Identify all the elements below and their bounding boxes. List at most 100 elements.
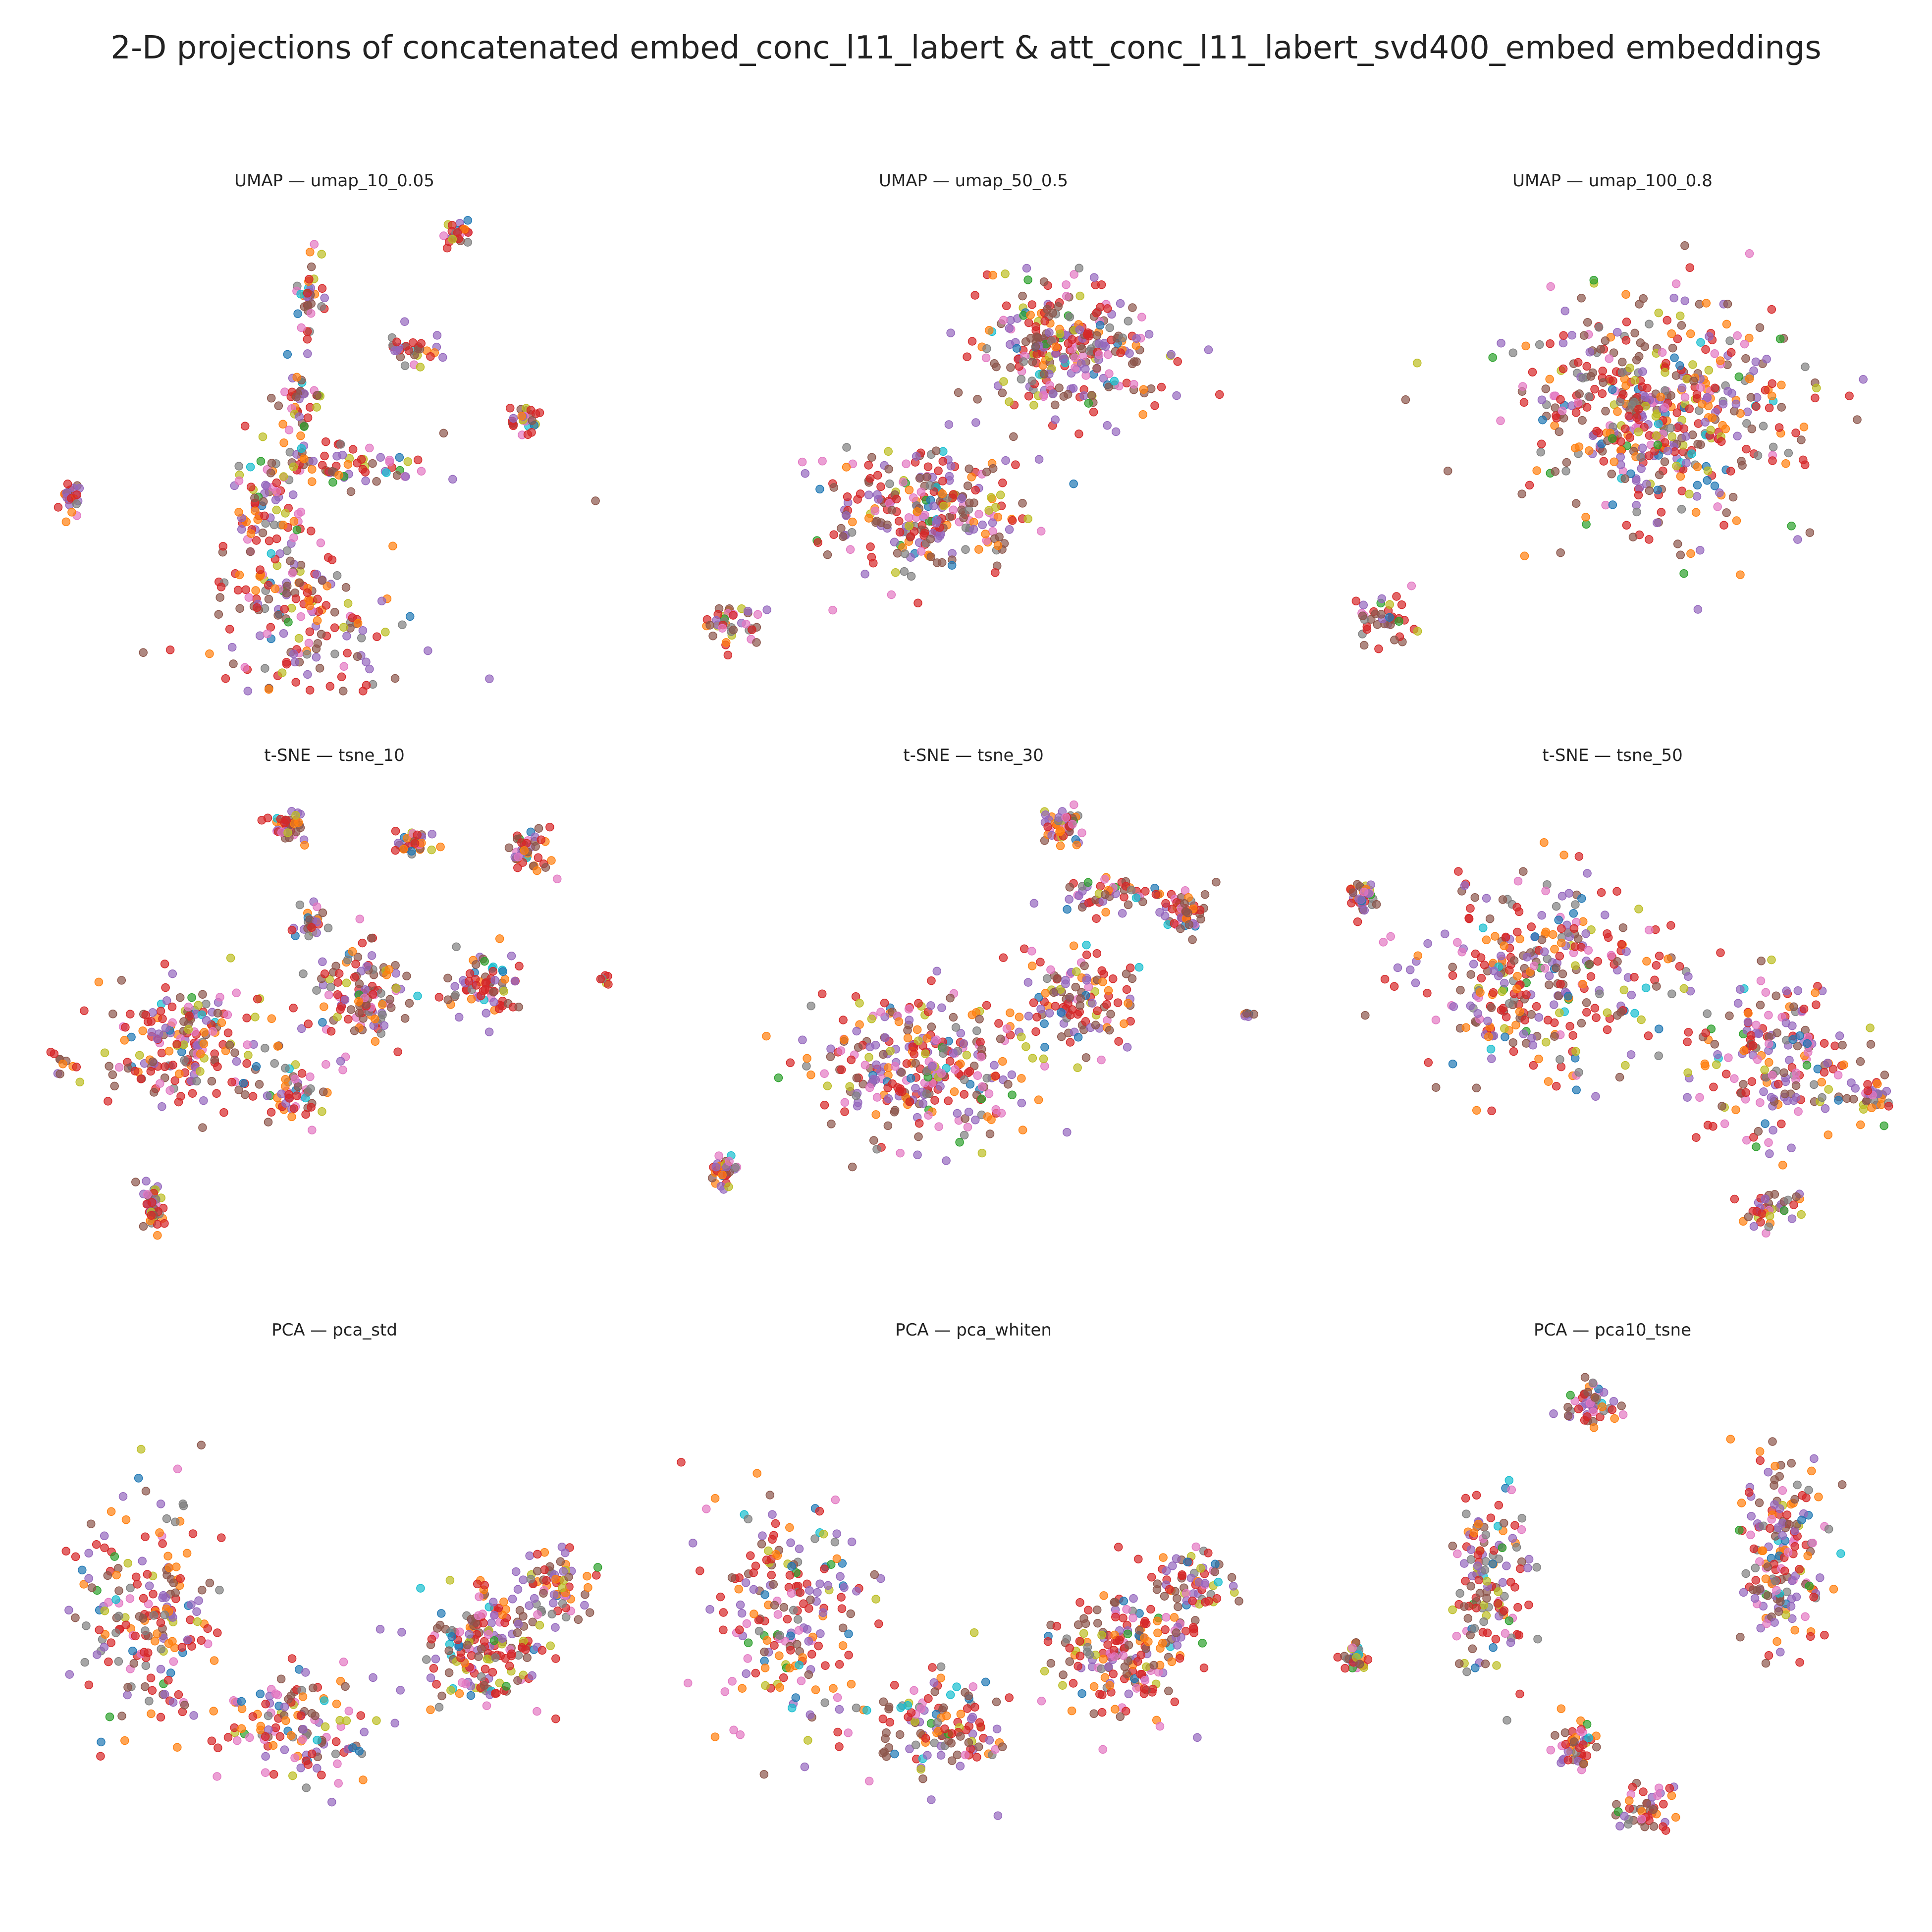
panel-title: UMAP — umap_10_0.05: [234, 171, 434, 191]
scatter-point: [1811, 393, 1820, 403]
scatter-point: [198, 990, 207, 999]
scatter-point: [126, 1010, 135, 1019]
scatter-point: [932, 1035, 941, 1044]
scatter-point: [327, 1797, 336, 1807]
scatter-point: [361, 985, 370, 994]
scatter-point: [177, 1643, 187, 1652]
scatter-point: [165, 645, 175, 654]
scatter-point: [1077, 828, 1086, 837]
scatter-point: [362, 962, 372, 971]
scatter-point: [287, 1654, 297, 1663]
scatter-point: [261, 1044, 269, 1053]
scatter-point: [988, 270, 998, 280]
scatter-point: [376, 453, 385, 462]
scatter-point: [342, 978, 351, 987]
scatter-point: [237, 1697, 246, 1706]
scatter-point: [844, 1629, 853, 1638]
scatter-point: [1466, 1001, 1475, 1011]
scatter-point: [1757, 957, 1766, 966]
scatter-point: [1746, 1530, 1755, 1540]
scatter-point: [1574, 1068, 1583, 1077]
scatter-point: [1353, 917, 1362, 926]
scatter-point: [100, 1543, 109, 1553]
scatter-point: [833, 1727, 842, 1737]
scatter-point: [1546, 339, 1555, 348]
scatter-point: [1824, 1525, 1833, 1534]
scatter-point: [528, 1617, 537, 1626]
scatter-point: [168, 1018, 177, 1027]
scatter-point: [473, 1579, 482, 1589]
scatter-point: [1745, 249, 1754, 258]
scatter-point: [1005, 1693, 1014, 1702]
scatter-point: [1800, 460, 1810, 470]
scatter-point: [1065, 993, 1074, 1002]
scatter-point: [336, 1057, 345, 1066]
scatter-point: [168, 969, 177, 978]
scatter-point: [1571, 408, 1581, 417]
scatter-point: [1104, 350, 1113, 359]
scatter-point: [760, 1664, 770, 1672]
scatter-point: [1532, 466, 1541, 475]
scatter-point: [1856, 1120, 1865, 1129]
scatter-point: [1181, 886, 1190, 895]
scatter-point: [804, 1670, 813, 1679]
scatter-point: [916, 487, 926, 496]
scatter-point: [101, 1630, 110, 1639]
scatter-point: [1764, 1467, 1773, 1477]
scatter-point: [1065, 895, 1073, 904]
scatter-point: [1043, 1637, 1053, 1646]
scatter-point: [1581, 513, 1590, 522]
scatter-point: [1554, 915, 1563, 924]
scatter-point: [1613, 327, 1622, 337]
scatter-point: [320, 1002, 328, 1011]
scatter-point: [1744, 1009, 1753, 1018]
scatter-point: [1599, 1388, 1609, 1397]
scatter-point: [443, 995, 452, 1004]
scatter-point: [1630, 1009, 1639, 1018]
scatter-point: [998, 479, 1007, 487]
scatter-point: [1122, 1605, 1131, 1614]
scatter-point: [982, 1001, 991, 1010]
scatter-point: [561, 1548, 570, 1557]
scatter-point: [1621, 424, 1630, 433]
scatter-point: [1004, 1080, 1013, 1089]
scatter-point: [168, 1698, 178, 1707]
scatter-point: [818, 457, 827, 466]
scatter-point: [1743, 407, 1752, 417]
scatter-point: [1066, 1038, 1075, 1047]
scatter-point: [1761, 988, 1771, 997]
scatter-point: [1668, 343, 1677, 353]
scatter-point: [1638, 443, 1647, 453]
scatter-point: [1797, 435, 1806, 444]
scatter-point: [1494, 1587, 1503, 1596]
scatter-point: [843, 492, 852, 501]
scatter-point: [1730, 1194, 1739, 1204]
scatter-point: [192, 1076, 201, 1086]
scatter-point: [1805, 1581, 1814, 1591]
scatter-point: [416, 1584, 425, 1593]
scatter-point: [813, 1588, 822, 1597]
scatter-point: [1773, 1523, 1782, 1532]
scatter-point: [1466, 1555, 1476, 1564]
scatter-point: [934, 466, 943, 476]
scatter-point: [312, 928, 321, 937]
scatter-point: [920, 511, 929, 520]
scatter-point: [1620, 474, 1629, 483]
scatter-point: [1677, 383, 1687, 392]
scatter-point: [1693, 462, 1702, 472]
scatter-point: [531, 842, 540, 851]
scatter-point: [1532, 1563, 1541, 1572]
scatter-point: [1696, 383, 1705, 392]
scatter-point: [1655, 470, 1664, 480]
scatter-point: [1556, 1055, 1564, 1064]
scatter-point: [1836, 1549, 1845, 1558]
scatter-point: [1486, 1045, 1496, 1054]
scatter-point: [97, 1737, 106, 1747]
scatter-point: [902, 459, 911, 469]
scatter-point: [985, 326, 994, 335]
scatter-point: [968, 1713, 977, 1721]
scatter-point: [100, 1606, 109, 1615]
scatter-point: [296, 507, 306, 517]
scatter-point: [1005, 525, 1014, 534]
scatter-point: [1055, 329, 1065, 338]
